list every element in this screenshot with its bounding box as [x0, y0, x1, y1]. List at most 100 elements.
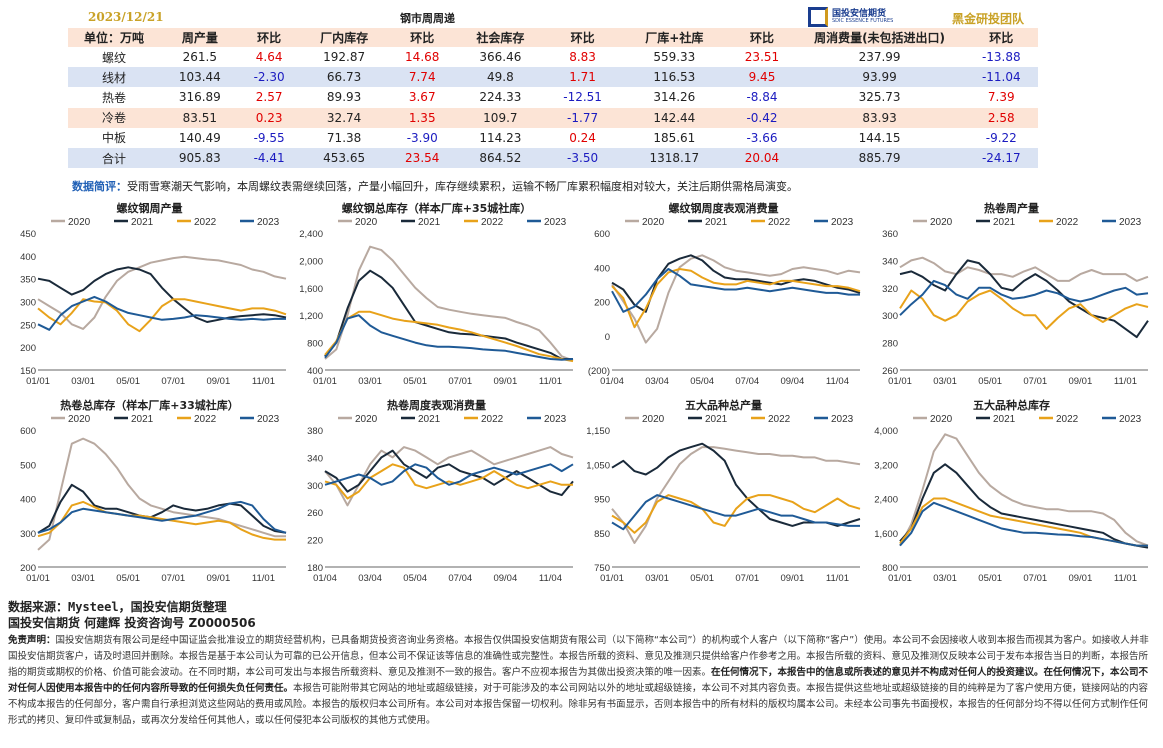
- y-tick-label: 400: [594, 263, 610, 274]
- data-comment: 数据简评：受雨雪寒潮天气影响，本周螺纹表需继续回落，产量小幅回升，库存继续累积，…: [72, 178, 798, 194]
- series-line-2021: [37, 483, 287, 534]
- x-tick-label: 05/01: [116, 376, 140, 387]
- change-cell: -3.50: [545, 147, 620, 169]
- y-tick-label: 260: [307, 508, 323, 519]
- value-cell: 49.8: [454, 67, 546, 88]
- disclaimer-label: 免责声明：: [8, 635, 56, 646]
- series-line-2022: [611, 268, 861, 329]
- chart-title: 五大品种总产量: [685, 399, 762, 412]
- logo-text-cn: 国投安信期货: [832, 9, 887, 19]
- x-tick-label: 09/01: [206, 376, 230, 387]
- report-date: 2023/12/21: [88, 10, 164, 24]
- x-tick-label: 09/04: [493, 573, 517, 584]
- series-line-2021: [611, 442, 861, 527]
- legend-label: 2020: [68, 217, 91, 228]
- value-cell: 83.93: [794, 107, 965, 128]
- change-cell: 3.67: [389, 87, 455, 108]
- chart-svg: 2020 2021 2022 2023 1,150 1,050 950 850 75001/01…: [586, 414, 861, 584]
- x-tick-label: 01/01: [600, 573, 624, 584]
- y-tick-label: 200: [20, 343, 36, 354]
- value-cell: 885.79: [794, 147, 965, 169]
- chart-title: 螺纹钢周度表观消费量: [668, 202, 779, 215]
- row-label: 线材: [68, 67, 160, 88]
- table-row: 热卷 316.89 2.57 89.93 3.67 224.33 -12.51 314.26-…: [68, 87, 1038, 108]
- y-tick-label: 250: [20, 320, 36, 331]
- value-cell: 316.89: [160, 87, 240, 108]
- value-cell: 905.83: [160, 147, 240, 169]
- y-tick-label: 220: [307, 536, 323, 547]
- x-tick-label: 01/01: [888, 573, 912, 584]
- chart-title: 热卷周度表观消费量: [387, 399, 486, 412]
- y-tick-label: 1,150: [586, 426, 610, 437]
- series-line-2020: [899, 256, 1149, 282]
- x-tick-label: 07/01: [448, 376, 472, 387]
- change-cell: 7.74: [389, 67, 455, 88]
- change-cell: -9.22: [964, 127, 1038, 148]
- row-label: 热卷: [68, 87, 160, 108]
- legend-label: 2021: [418, 217, 441, 228]
- legend-label: 2022: [194, 217, 217, 228]
- legend-label: 2021: [705, 217, 728, 228]
- chart: 2020 2021 2022 2023 600 400 200 0 (200) 01/04 03/0…: [580, 200, 867, 397]
- comment-label: 数据简评：: [72, 180, 127, 193]
- value-cell: 83.51: [160, 107, 240, 128]
- chart: 2020 2021 2022 2023 4,000 3,200 2,400 1,600 800 0…: [868, 397, 1155, 594]
- legend-label: 2022: [768, 414, 791, 425]
- change-cell: 7.39: [964, 87, 1038, 108]
- value-cell: 224.33: [454, 87, 546, 108]
- change-cell: -8.84: [729, 87, 795, 108]
- value-cell: 66.73: [298, 67, 390, 88]
- column-header: 环比: [545, 28, 620, 47]
- column-header: 周消费量(未包括进出口): [794, 28, 965, 47]
- legend-label: 2023: [1119, 414, 1142, 425]
- y-tick-label: 340: [882, 256, 898, 267]
- x-tick-label: 01/04: [313, 573, 337, 584]
- series-line-2023: [37, 500, 287, 534]
- value-cell: 116.53: [619, 67, 730, 88]
- x-tick-label: 03/01: [71, 573, 95, 584]
- value-cell: 325.73: [794, 87, 965, 108]
- x-tick-label: 09/01: [206, 573, 230, 584]
- row-label: 螺纹: [68, 47, 160, 68]
- x-tick-label: 07/04: [448, 573, 472, 584]
- series-line-2023: [37, 295, 286, 331]
- x-tick-label: 11/04: [826, 376, 849, 387]
- x-tick-label: 01/01: [313, 376, 337, 387]
- value-cell: 93.99: [794, 67, 965, 88]
- y-tick-label: 360: [882, 229, 898, 240]
- legend-label: 2021: [131, 217, 154, 228]
- row-label: 合计: [68, 147, 160, 169]
- x-tick-label: 05/01: [116, 573, 140, 584]
- change-cell: -3.90: [389, 127, 455, 148]
- column-header: 周产量: [160, 28, 240, 47]
- change-cell: -9.55: [239, 127, 299, 148]
- value-cell: 89.93: [298, 87, 390, 108]
- value-cell: 185.61: [619, 127, 730, 148]
- value-cell: 314.26: [619, 87, 730, 108]
- value-cell: 237.99: [794, 47, 965, 68]
- y-tick-label: 4,000: [874, 426, 898, 437]
- change-cell: -11.04: [964, 67, 1038, 88]
- chart: 2020 2021 2022 2023 360 340 320 300 280 260 01/01 0…: [868, 200, 1155, 397]
- y-tick-label: 850: [594, 529, 610, 540]
- series-line-2020: [324, 245, 574, 362]
- y-tick-label: 0: [605, 332, 610, 343]
- chart-title: 螺纹钢周产量: [116, 202, 183, 215]
- chart-title: 五大品种总库存: [973, 399, 1050, 412]
- series-line-2020: [324, 446, 574, 507]
- value-cell: 103.44: [160, 67, 240, 88]
- y-tick-label: 200: [20, 563, 36, 574]
- change-cell: -1.77: [545, 107, 620, 128]
- change-cell: -12.51: [545, 87, 620, 108]
- x-tick-label: 09/04: [780, 376, 804, 387]
- y-tick-label: 750: [594, 563, 610, 574]
- legend-label: 2021: [993, 217, 1016, 228]
- disclaimer-text-2: 本报告可能附带其它网站的地址或超级链接，对于可能涉及的本公司网站以外的地址或超级…: [8, 683, 1149, 726]
- value-cell: 192.87: [298, 47, 390, 68]
- x-tick-label: 09/01: [1068, 573, 1092, 584]
- y-tick-label: 600: [594, 229, 610, 240]
- series-line-2020: [611, 254, 861, 344]
- x-tick-label: 11/01: [1114, 573, 1137, 584]
